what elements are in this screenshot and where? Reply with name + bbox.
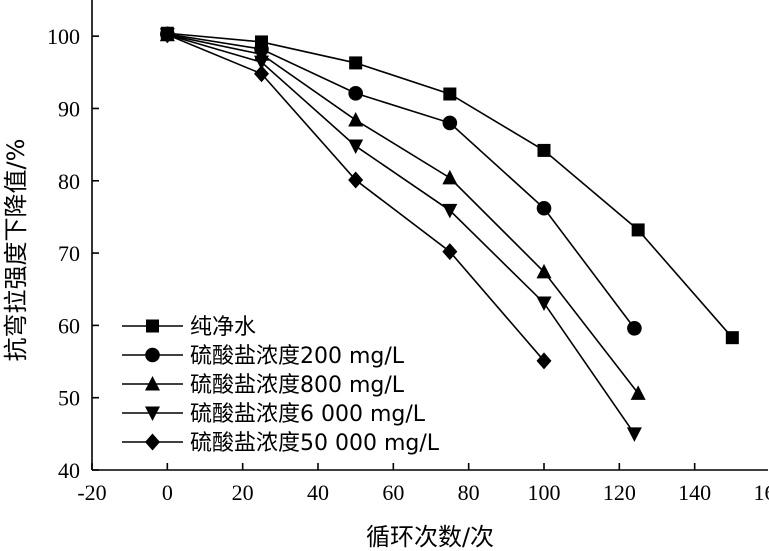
y-tick-label: 40 <box>58 458 80 483</box>
x-tick-label: 60 <box>382 480 404 505</box>
axes: -20 0 20 40 60 80 100 120 140 160 40 50 60 70 80 90 100 <box>47 0 769 505</box>
legend-item: 硫酸盐浓度200 mg/L <box>122 344 405 369</box>
data-point <box>348 112 364 127</box>
data-point <box>536 296 552 311</box>
y-tick-label: 80 <box>58 169 80 194</box>
data-point <box>254 55 269 71</box>
series-line <box>167 33 636 435</box>
data-point <box>537 143 551 157</box>
x-tick-label: 0 <box>162 480 173 505</box>
series-1 <box>160 26 739 345</box>
legend-item: 纯净水 <box>122 315 256 340</box>
data-point <box>442 169 458 185</box>
data-point <box>442 115 458 131</box>
data-point <box>254 65 269 83</box>
data-point <box>536 352 552 370</box>
data-point <box>630 385 646 400</box>
series-2 <box>160 26 642 336</box>
series-line <box>167 33 639 394</box>
series-group <box>159 26 739 442</box>
legend-label: 硫酸盐浓度200 mg/L <box>190 344 405 369</box>
legend-item: 硫酸盐浓度800 mg/L <box>122 373 405 398</box>
data-point <box>348 171 364 189</box>
legend-marker <box>145 376 160 391</box>
data-point <box>442 243 458 261</box>
y-tick-label: 50 <box>58 386 80 411</box>
series-line <box>167 33 545 362</box>
series-5 <box>159 26 552 370</box>
legend-marker <box>146 319 159 333</box>
y-tick-label: 90 <box>58 96 80 121</box>
legend-label: 硫酸盐浓度50 000 mg/L <box>190 431 440 456</box>
y-axis-title: 抗弯拉强度下降值/% <box>2 139 30 362</box>
legend-marker <box>145 406 160 421</box>
x-tick-label: 20 <box>232 480 254 505</box>
data-point <box>627 320 642 336</box>
data-point <box>348 139 364 155</box>
x-tick-label: -20 <box>77 480 106 505</box>
legend-label: 硫酸盐浓度800 mg/L <box>190 373 405 398</box>
x-tick-label: 80 <box>458 480 480 505</box>
data-point <box>631 223 645 237</box>
legend-label: 纯净水 <box>190 315 256 340</box>
x-axis-title: 循环次数/次 <box>366 523 494 551</box>
data-point <box>348 85 363 101</box>
legend-marker <box>145 347 160 363</box>
x-tick-label: 100 <box>528 480 561 505</box>
data-point <box>349 56 363 70</box>
y-tick-label: 60 <box>58 313 80 338</box>
x-tick-label: 140 <box>678 480 711 505</box>
series-line <box>167 32 733 339</box>
data-point <box>159 26 175 44</box>
data-point <box>536 263 552 279</box>
x-tick-label: 120 <box>603 480 636 505</box>
legend-marker <box>145 433 160 451</box>
data-point <box>442 203 458 219</box>
data-point <box>443 87 457 101</box>
y-tick-label: 100 <box>47 24 80 49</box>
legend-label: 硫酸盐浓度6 000 mg/L <box>190 402 426 427</box>
data-point <box>536 200 552 216</box>
data-point <box>725 331 739 345</box>
series-line <box>167 33 636 329</box>
x-tick-label: 40 <box>307 480 329 505</box>
x-tick-label: 160 <box>754 480 769 505</box>
legend-item: 硫酸盐浓度6 000 mg/L <box>122 402 426 427</box>
data-point <box>626 427 642 442</box>
y-tick-label: 70 <box>58 241 80 266</box>
legend-item: 硫酸盐浓度50 000 mg/L <box>122 431 440 456</box>
